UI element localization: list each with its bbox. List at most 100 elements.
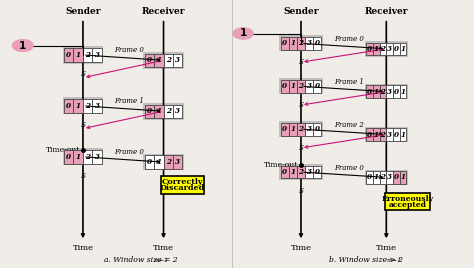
Text: Frame 0: Frame 0 bbox=[114, 46, 144, 54]
Text: 1: 1 bbox=[401, 131, 405, 139]
Text: 0: 0 bbox=[66, 51, 71, 59]
Text: Receiver: Receiver bbox=[142, 7, 185, 16]
Bar bbox=[281, 166, 289, 178]
Bar bbox=[386, 85, 393, 98]
Bar bbox=[145, 155, 154, 169]
Bar bbox=[386, 43, 393, 55]
Text: 2: 2 bbox=[85, 153, 90, 161]
Text: 2: 2 bbox=[299, 82, 303, 90]
Bar bbox=[173, 54, 182, 67]
Text: 0: 0 bbox=[147, 56, 152, 64]
Bar bbox=[289, 166, 297, 178]
Text: 0: 0 bbox=[283, 168, 287, 176]
Bar bbox=[279, 121, 322, 137]
Text: 3: 3 bbox=[307, 82, 311, 90]
Bar bbox=[64, 99, 73, 113]
Bar bbox=[73, 150, 83, 164]
Text: S: S bbox=[299, 58, 303, 66]
Text: Correctly: Correctly bbox=[162, 178, 203, 186]
Bar bbox=[393, 85, 400, 98]
Text: Frame 0: Frame 0 bbox=[334, 35, 365, 43]
Text: 2: 2 bbox=[166, 107, 171, 115]
Text: 0: 0 bbox=[315, 125, 319, 133]
Text: 0: 0 bbox=[283, 125, 287, 133]
Text: 2: 2 bbox=[381, 131, 385, 139]
Bar bbox=[164, 54, 173, 67]
Text: 0: 0 bbox=[367, 173, 372, 181]
Bar bbox=[173, 105, 182, 118]
Bar bbox=[281, 123, 289, 136]
Text: 2: 2 bbox=[381, 88, 385, 96]
Text: 1: 1 bbox=[374, 131, 379, 139]
Bar bbox=[63, 97, 103, 114]
Text: a. Window size = 2: a. Window size = 2 bbox=[104, 256, 178, 264]
Text: 2: 2 bbox=[299, 39, 303, 47]
Bar bbox=[365, 170, 408, 185]
Text: S: S bbox=[299, 101, 303, 109]
Text: 1: 1 bbox=[19, 40, 27, 51]
Bar bbox=[83, 99, 92, 113]
Bar bbox=[143, 52, 184, 69]
Bar bbox=[289, 37, 297, 50]
Bar bbox=[281, 80, 289, 93]
Text: 0: 0 bbox=[394, 45, 399, 53]
Text: 1: 1 bbox=[291, 39, 295, 47]
Bar bbox=[305, 80, 313, 93]
Bar bbox=[83, 48, 92, 62]
Text: Time-out: Time-out bbox=[46, 146, 81, 154]
Text: 1: 1 bbox=[374, 173, 379, 181]
Text: 1: 1 bbox=[401, 173, 405, 181]
Bar bbox=[400, 43, 406, 55]
Bar bbox=[313, 166, 321, 178]
Text: 3: 3 bbox=[387, 88, 392, 96]
Text: 2: 2 bbox=[381, 45, 385, 53]
Bar bbox=[154, 155, 164, 169]
Text: 3: 3 bbox=[387, 173, 392, 181]
Bar bbox=[289, 123, 297, 136]
Text: 0: 0 bbox=[283, 82, 287, 90]
Text: 1: 1 bbox=[401, 45, 405, 53]
Text: 2: 2 bbox=[299, 168, 303, 176]
Bar bbox=[366, 171, 373, 184]
Bar bbox=[305, 123, 313, 136]
Text: S: S bbox=[299, 187, 303, 195]
Text: 0: 0 bbox=[394, 173, 399, 181]
Text: 1: 1 bbox=[156, 107, 161, 115]
Text: 0: 0 bbox=[367, 131, 372, 139]
Bar bbox=[164, 105, 173, 118]
Bar bbox=[161, 176, 204, 193]
Text: Frame 1: Frame 1 bbox=[334, 78, 365, 86]
Text: 2: 2 bbox=[166, 56, 171, 64]
Bar bbox=[313, 80, 321, 93]
Bar bbox=[154, 105, 164, 118]
Text: 1: 1 bbox=[291, 82, 295, 90]
Circle shape bbox=[12, 40, 33, 51]
Text: 0: 0 bbox=[315, 168, 319, 176]
Text: accepted: accepted bbox=[389, 201, 427, 209]
Bar bbox=[365, 84, 408, 99]
Bar bbox=[393, 171, 400, 184]
Bar bbox=[279, 35, 322, 51]
Bar bbox=[380, 85, 386, 98]
Text: 3: 3 bbox=[387, 45, 392, 53]
Text: 1: 1 bbox=[76, 102, 81, 110]
Bar bbox=[297, 37, 305, 50]
Bar bbox=[92, 99, 102, 113]
Bar bbox=[92, 48, 102, 62]
Bar bbox=[373, 43, 380, 55]
Bar bbox=[373, 85, 380, 98]
Bar bbox=[305, 166, 313, 178]
Bar bbox=[365, 41, 408, 57]
Text: 3: 3 bbox=[95, 153, 100, 161]
Text: 0: 0 bbox=[147, 158, 152, 166]
Text: S: S bbox=[81, 172, 85, 180]
Bar bbox=[143, 103, 184, 120]
Bar bbox=[366, 128, 373, 141]
Text: Sender: Sender bbox=[283, 7, 319, 16]
Bar bbox=[297, 123, 305, 136]
Bar bbox=[279, 78, 322, 94]
Bar bbox=[373, 171, 380, 184]
Bar bbox=[164, 155, 173, 169]
Bar bbox=[63, 148, 103, 165]
Text: 0: 0 bbox=[283, 39, 287, 47]
